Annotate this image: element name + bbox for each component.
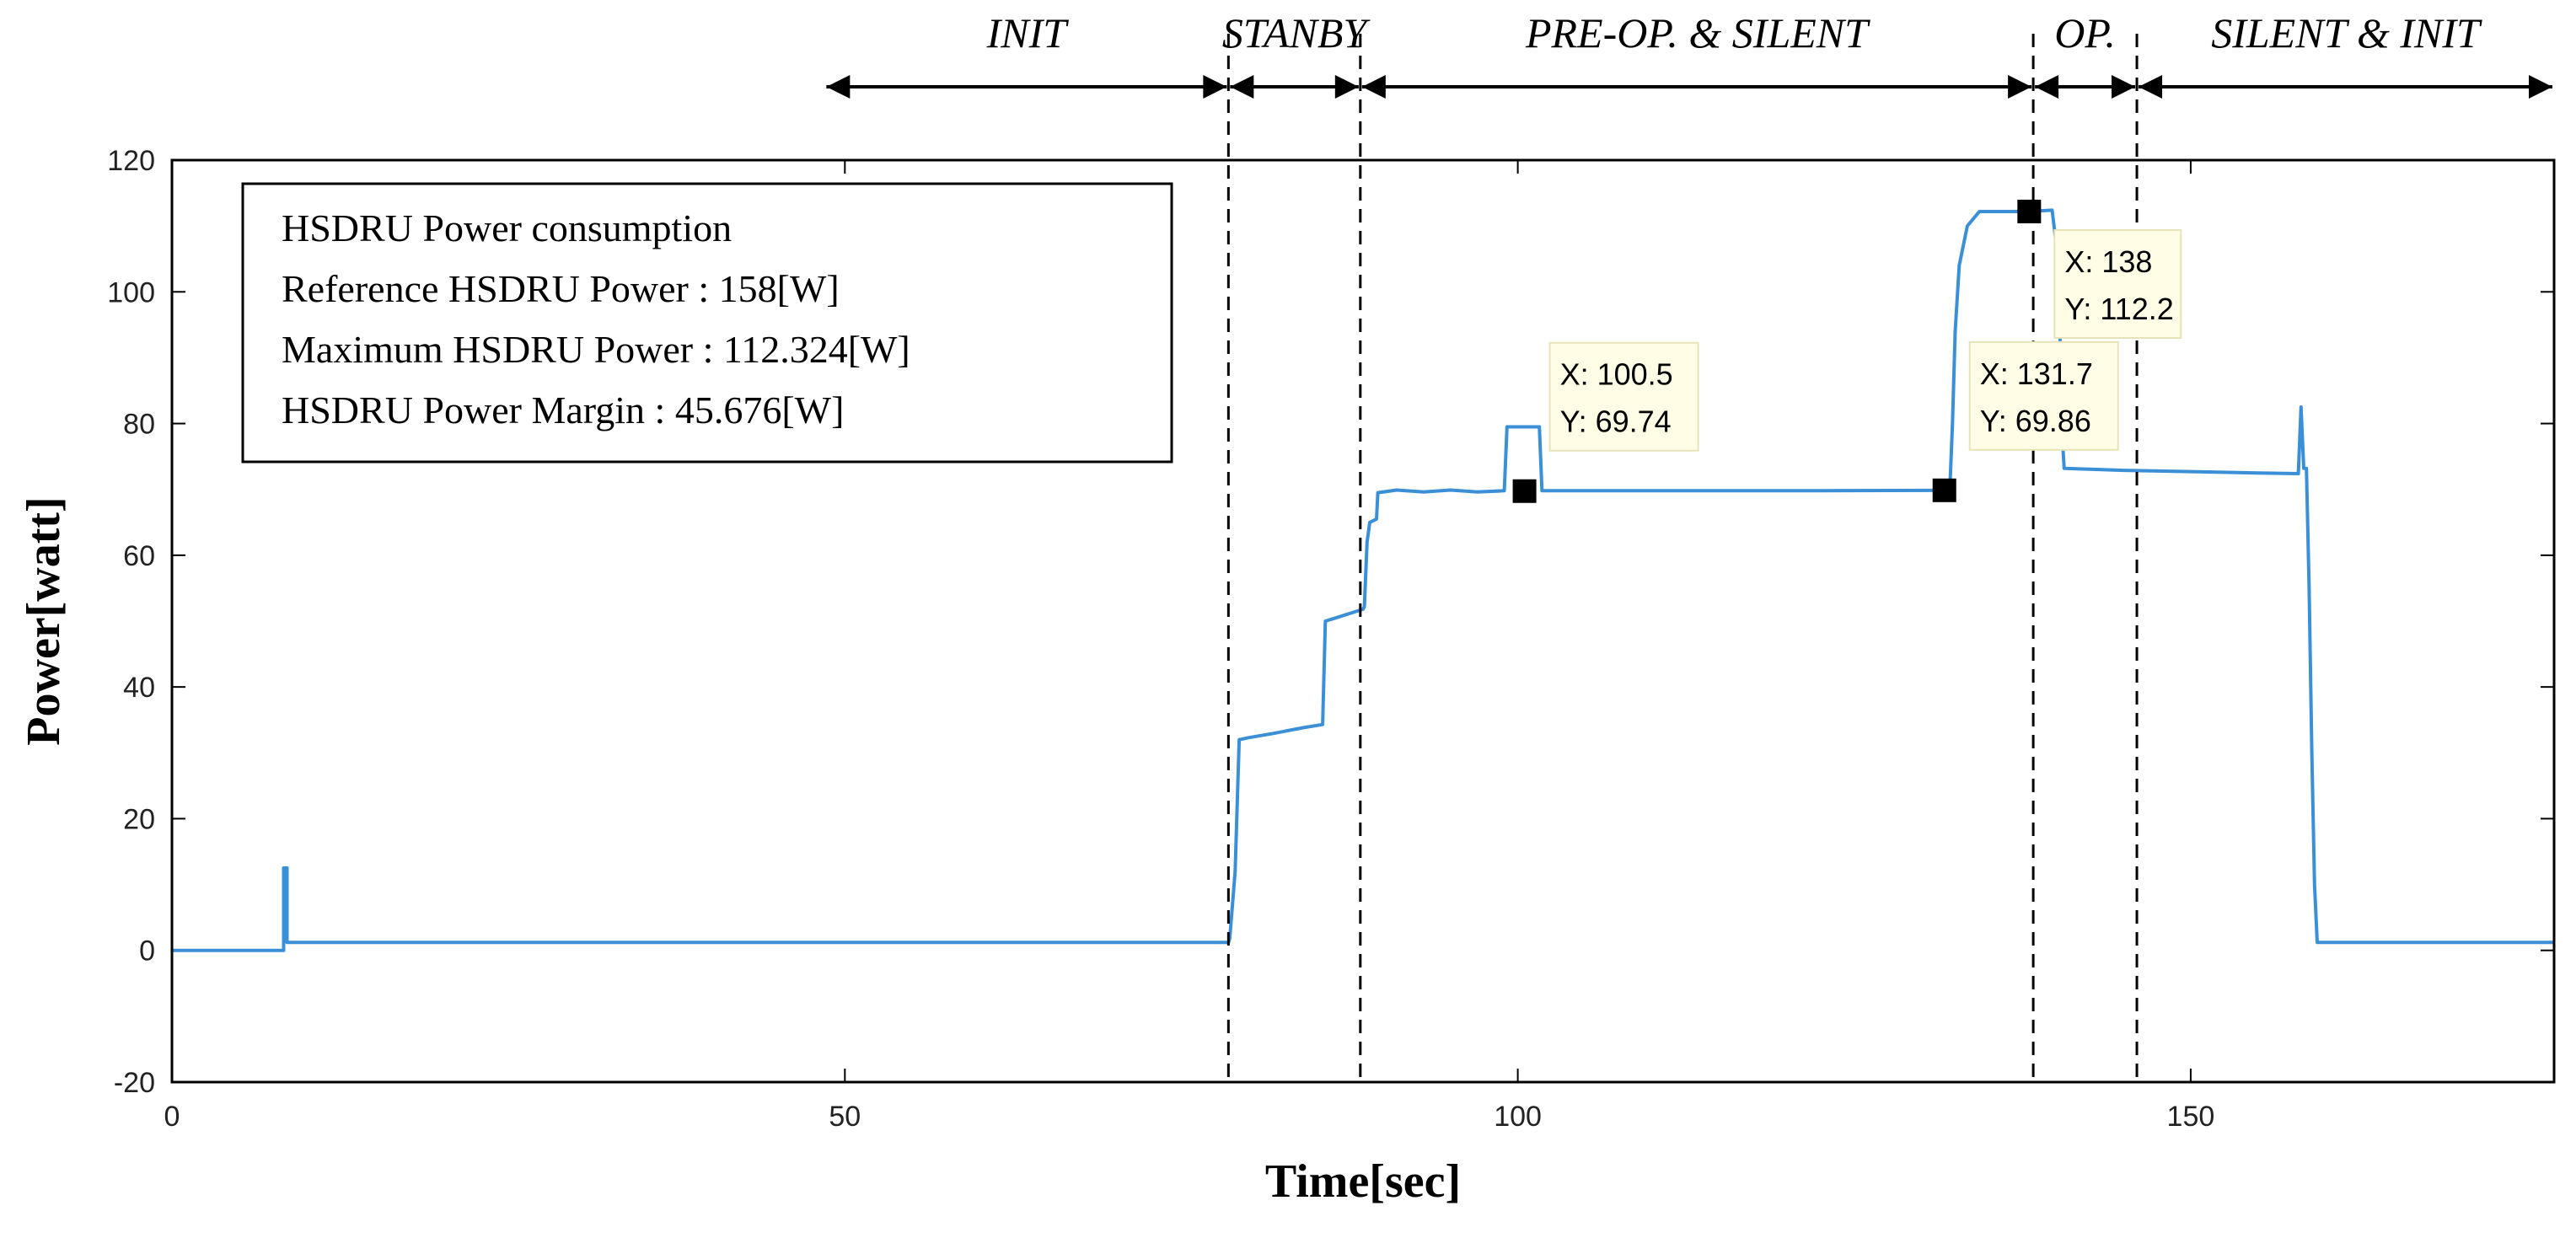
data-tip-marker [1512, 479, 1537, 503]
y-tick-label: 100 [107, 276, 155, 308]
data-tip-box [2053, 228, 2182, 339]
data-tip-marker [1932, 478, 1956, 502]
phase-label: OP. [2054, 9, 2116, 56]
data-tips: X: 100.5 Y: 69.74 X: 131.7 Y: 69.86 X: 138 Y:… [1512, 199, 2182, 503]
phase-label: SILENT & INIT [2211, 9, 2482, 56]
data-tip-x: X: 100.5 [1560, 357, 1673, 392]
legend-line: HSDRU Power Margin : 45.676[W] [282, 389, 844, 431]
phase-label: INIT [986, 9, 1070, 56]
legend-frame [241, 182, 1173, 464]
data-tip-y: Y: 112.2 [2064, 292, 2173, 326]
phase-annotations: INIT STANBY PRE-OP. & SILENT OP. SILENT & IN… [826, 9, 2552, 99]
phase-label: PRE-OP. & SILENT [1525, 9, 1870, 56]
y-tick-label: 40 [123, 672, 155, 704]
y-tick-label: 20 [123, 803, 155, 835]
y-tick-label: 0 [139, 935, 155, 967]
data-tip-box [1968, 340, 2119, 451]
x-tick-label: 0 [164, 1101, 180, 1133]
data-tip-marker [2017, 199, 2042, 223]
legend-line: HSDRU Power consumption [282, 206, 732, 249]
data-tip-y: Y: 69.74 [1560, 405, 1672, 439]
axis-ticks: 0 50 100 150 -20 0 20 40 60 80 100 120 [107, 145, 2554, 1133]
series-layer [172, 208, 2554, 952]
data-tip-x: X: 138 [2064, 244, 2152, 279]
y-tick-label: 80 [123, 409, 155, 441]
data-tip-y: Y: 69.86 [1980, 404, 2091, 438]
x-tick-label: 50 [829, 1101, 861, 1133]
y-tick-label: 60 [123, 540, 155, 572]
plot-frame [170, 158, 2556, 1084]
data-tip-x: X: 131.7 [1980, 356, 2093, 391]
data-tip-box [1548, 341, 1699, 452]
phase-label: STANBY [1222, 9, 1371, 56]
legend-line: Maximum HSDRU Power : 112.324[W] [282, 328, 910, 371]
legend-line: Reference HSDRU Power : 158[W] [282, 267, 840, 310]
legend-box: HSDRU Power consumption Reference HSDRU P… [241, 182, 1173, 464]
y-axis-title: Power[watt] [18, 496, 70, 745]
x-tick-label: 100 [1494, 1101, 1542, 1133]
y-tick-label: 120 [107, 145, 155, 177]
x-axis-title: Time[sec] [1265, 1155, 1461, 1208]
x-tick-label: 150 [2167, 1101, 2215, 1133]
y-tick-label: -20 [114, 1067, 155, 1099]
power-series-line [172, 208, 2554, 952]
